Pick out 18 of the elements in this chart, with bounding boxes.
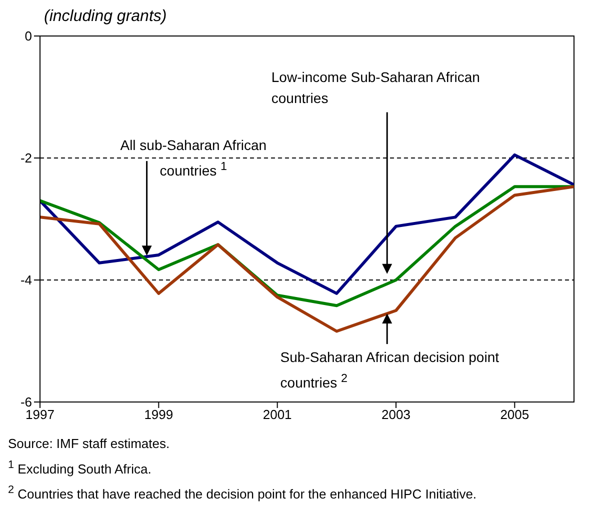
x-tick-label: 2003 bbox=[382, 407, 410, 422]
x-tick-label: 2005 bbox=[500, 407, 530, 422]
text: $^{2}$ Countries that have reached the decision point for the enhanced HIPC Initiative. bbox=[8, 483, 478, 504]
chart-subtitle: (including grants) bbox=[44, 8, 168, 26]
y-tick-label: -6 bbox=[20, 394, 32, 410]
text: All sub-Saharan African countries $^{1}$ bbox=[119, 136, 268, 180]
y-tick-label: -2 bbox=[20, 150, 32, 166]
x-tick-label: 1999 bbox=[144, 407, 174, 422]
y-tick-label: -4 bbox=[20, 272, 32, 288]
text: Sub-Saharan African decision point countries $^{2}$ bbox=[280, 348, 500, 393]
line-series bbox=[40, 153, 574, 295]
x-tick-label: 2001 bbox=[262, 407, 292, 422]
line-series bbox=[40, 185, 574, 333]
text: $^{1}$ Excluding South Africa. bbox=[8, 458, 152, 478]
source-note: Source: IMF staff estimates. bbox=[8, 435, 171, 453]
x-tick-label: 1997 bbox=[26, 407, 54, 422]
text: Low-income Sub-Saharan African countries bbox=[271, 68, 481, 108]
y-tick-label: 0 bbox=[24, 28, 32, 44]
